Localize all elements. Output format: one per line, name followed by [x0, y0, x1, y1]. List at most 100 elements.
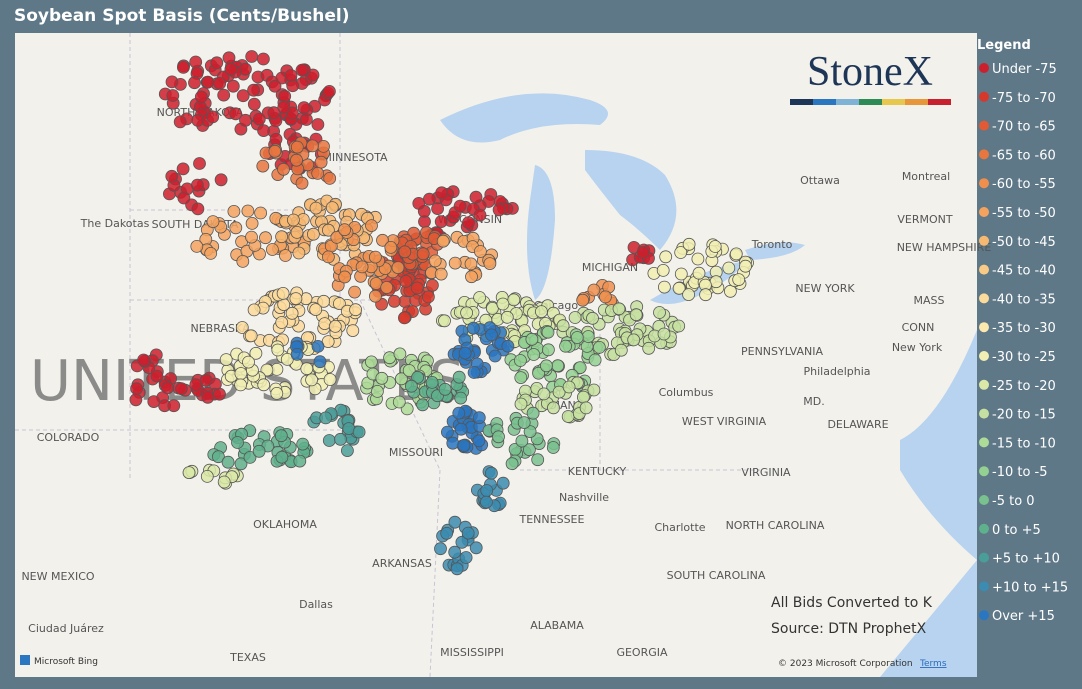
basis-dot [167, 399, 181, 413]
place-label: DELAWARE [827, 418, 888, 431]
basis-dot [221, 455, 235, 469]
basis-dot [526, 406, 540, 420]
basis-dot [311, 339, 325, 353]
basis-dot [682, 237, 696, 251]
basis-dot [340, 444, 354, 458]
basis-dot [425, 375, 439, 389]
basis-dot [473, 245, 487, 258]
place-label: Charlotte [654, 521, 705, 534]
place-label: Dallas [299, 598, 333, 611]
logo-stripe [905, 99, 928, 105]
basis-dot [380, 281, 394, 294]
basis-dot [309, 201, 323, 215]
place-label: COLORADO [37, 431, 100, 444]
basis-dot [206, 110, 220, 124]
place-label: OKLAHOMA [253, 518, 317, 531]
basis-dot [229, 221, 243, 235]
place-label: NEW MEXICO [21, 570, 94, 583]
legend-marker [979, 523, 989, 534]
basis-dot [708, 240, 722, 253]
place-label: TEXAS [229, 651, 266, 664]
basis-dot [257, 124, 271, 138]
place-label: MINNESOTA [322, 151, 388, 164]
basis-dot [368, 250, 382, 264]
basis-dot [319, 411, 333, 425]
basis-dot [234, 378, 248, 392]
basis-dot [323, 373, 337, 386]
place-label: CONN [902, 321, 935, 334]
basis-dot [629, 308, 643, 322]
basis-dot [452, 370, 466, 384]
basis-dot [691, 252, 705, 266]
basis-dot [453, 199, 467, 213]
basis-dot [247, 83, 261, 97]
basis-dot [147, 395, 161, 409]
basis-dot [245, 50, 259, 63]
basis-dot [659, 250, 673, 264]
basis-dot [257, 378, 271, 392]
legend-marker [979, 207, 989, 217]
basis-dot [472, 434, 486, 448]
basis-dot [552, 385, 566, 399]
legend-marker [979, 178, 989, 189]
basis-dot [201, 390, 215, 404]
basis-dot [488, 349, 502, 363]
basis-dot [517, 416, 531, 430]
legend-marker [979, 552, 989, 563]
basis-dot [290, 225, 304, 239]
basis-dot [421, 290, 435, 304]
legend-label: -60 to -55 [992, 177, 1056, 192]
basis-dot [573, 361, 587, 375]
basis-dot [338, 223, 352, 237]
basis-dot [515, 434, 529, 448]
basis-dot [454, 391, 468, 405]
basis-dot [296, 437, 310, 451]
basis-dot [559, 339, 572, 353]
basis-dot [275, 450, 289, 464]
place-label: MD. [803, 395, 824, 408]
basis-dot [483, 257, 497, 271]
basis-dot [309, 303, 323, 317]
terms-link[interactable]: Terms [919, 659, 947, 669]
place-label: SOUTH CAROLINA [667, 569, 766, 582]
legend-label: -75 to -70 [992, 91, 1056, 106]
place-label: KENTUCKY [568, 465, 627, 478]
basis-dot [368, 289, 382, 303]
note: All Bids Converted to K [771, 595, 933, 611]
basis-dot [457, 439, 471, 452]
logo-text: StoneX [807, 49, 933, 95]
place-label: NEBRASKA [191, 322, 250, 335]
basis-dot [467, 366, 481, 379]
basis-dot [492, 430, 505, 444]
basis-dot [404, 379, 418, 393]
legend-marker [979, 379, 989, 390]
basis-dot [576, 293, 590, 307]
basis-dot [484, 466, 498, 480]
basis-dot [317, 294, 331, 308]
basis-dot [581, 330, 595, 343]
basis-dot [448, 545, 462, 559]
basis-dot [295, 63, 309, 77]
basis-dot [286, 213, 300, 227]
basis-dot [391, 261, 405, 275]
basis-dot [217, 475, 231, 489]
basis-dot [505, 457, 519, 471]
legend-marker [979, 235, 989, 246]
place-label: ALABAMA [530, 619, 584, 632]
basis-dot [275, 230, 289, 244]
basis-dot [245, 230, 258, 244]
legend-label: +10 to +15 [992, 580, 1068, 595]
basis-dot [227, 204, 241, 218]
basis-dot [672, 319, 686, 333]
basis-dot [219, 353, 233, 367]
basis-dot [274, 429, 288, 443]
basis-dot [459, 551, 473, 564]
basis-dot [322, 85, 336, 98]
basis-dot [547, 401, 560, 415]
legend-label: -25 to -20 [992, 379, 1056, 394]
basis-dot [213, 387, 226, 401]
basis-dot [235, 321, 249, 334]
basis-dot [265, 243, 279, 256]
basis-dot [428, 254, 442, 268]
